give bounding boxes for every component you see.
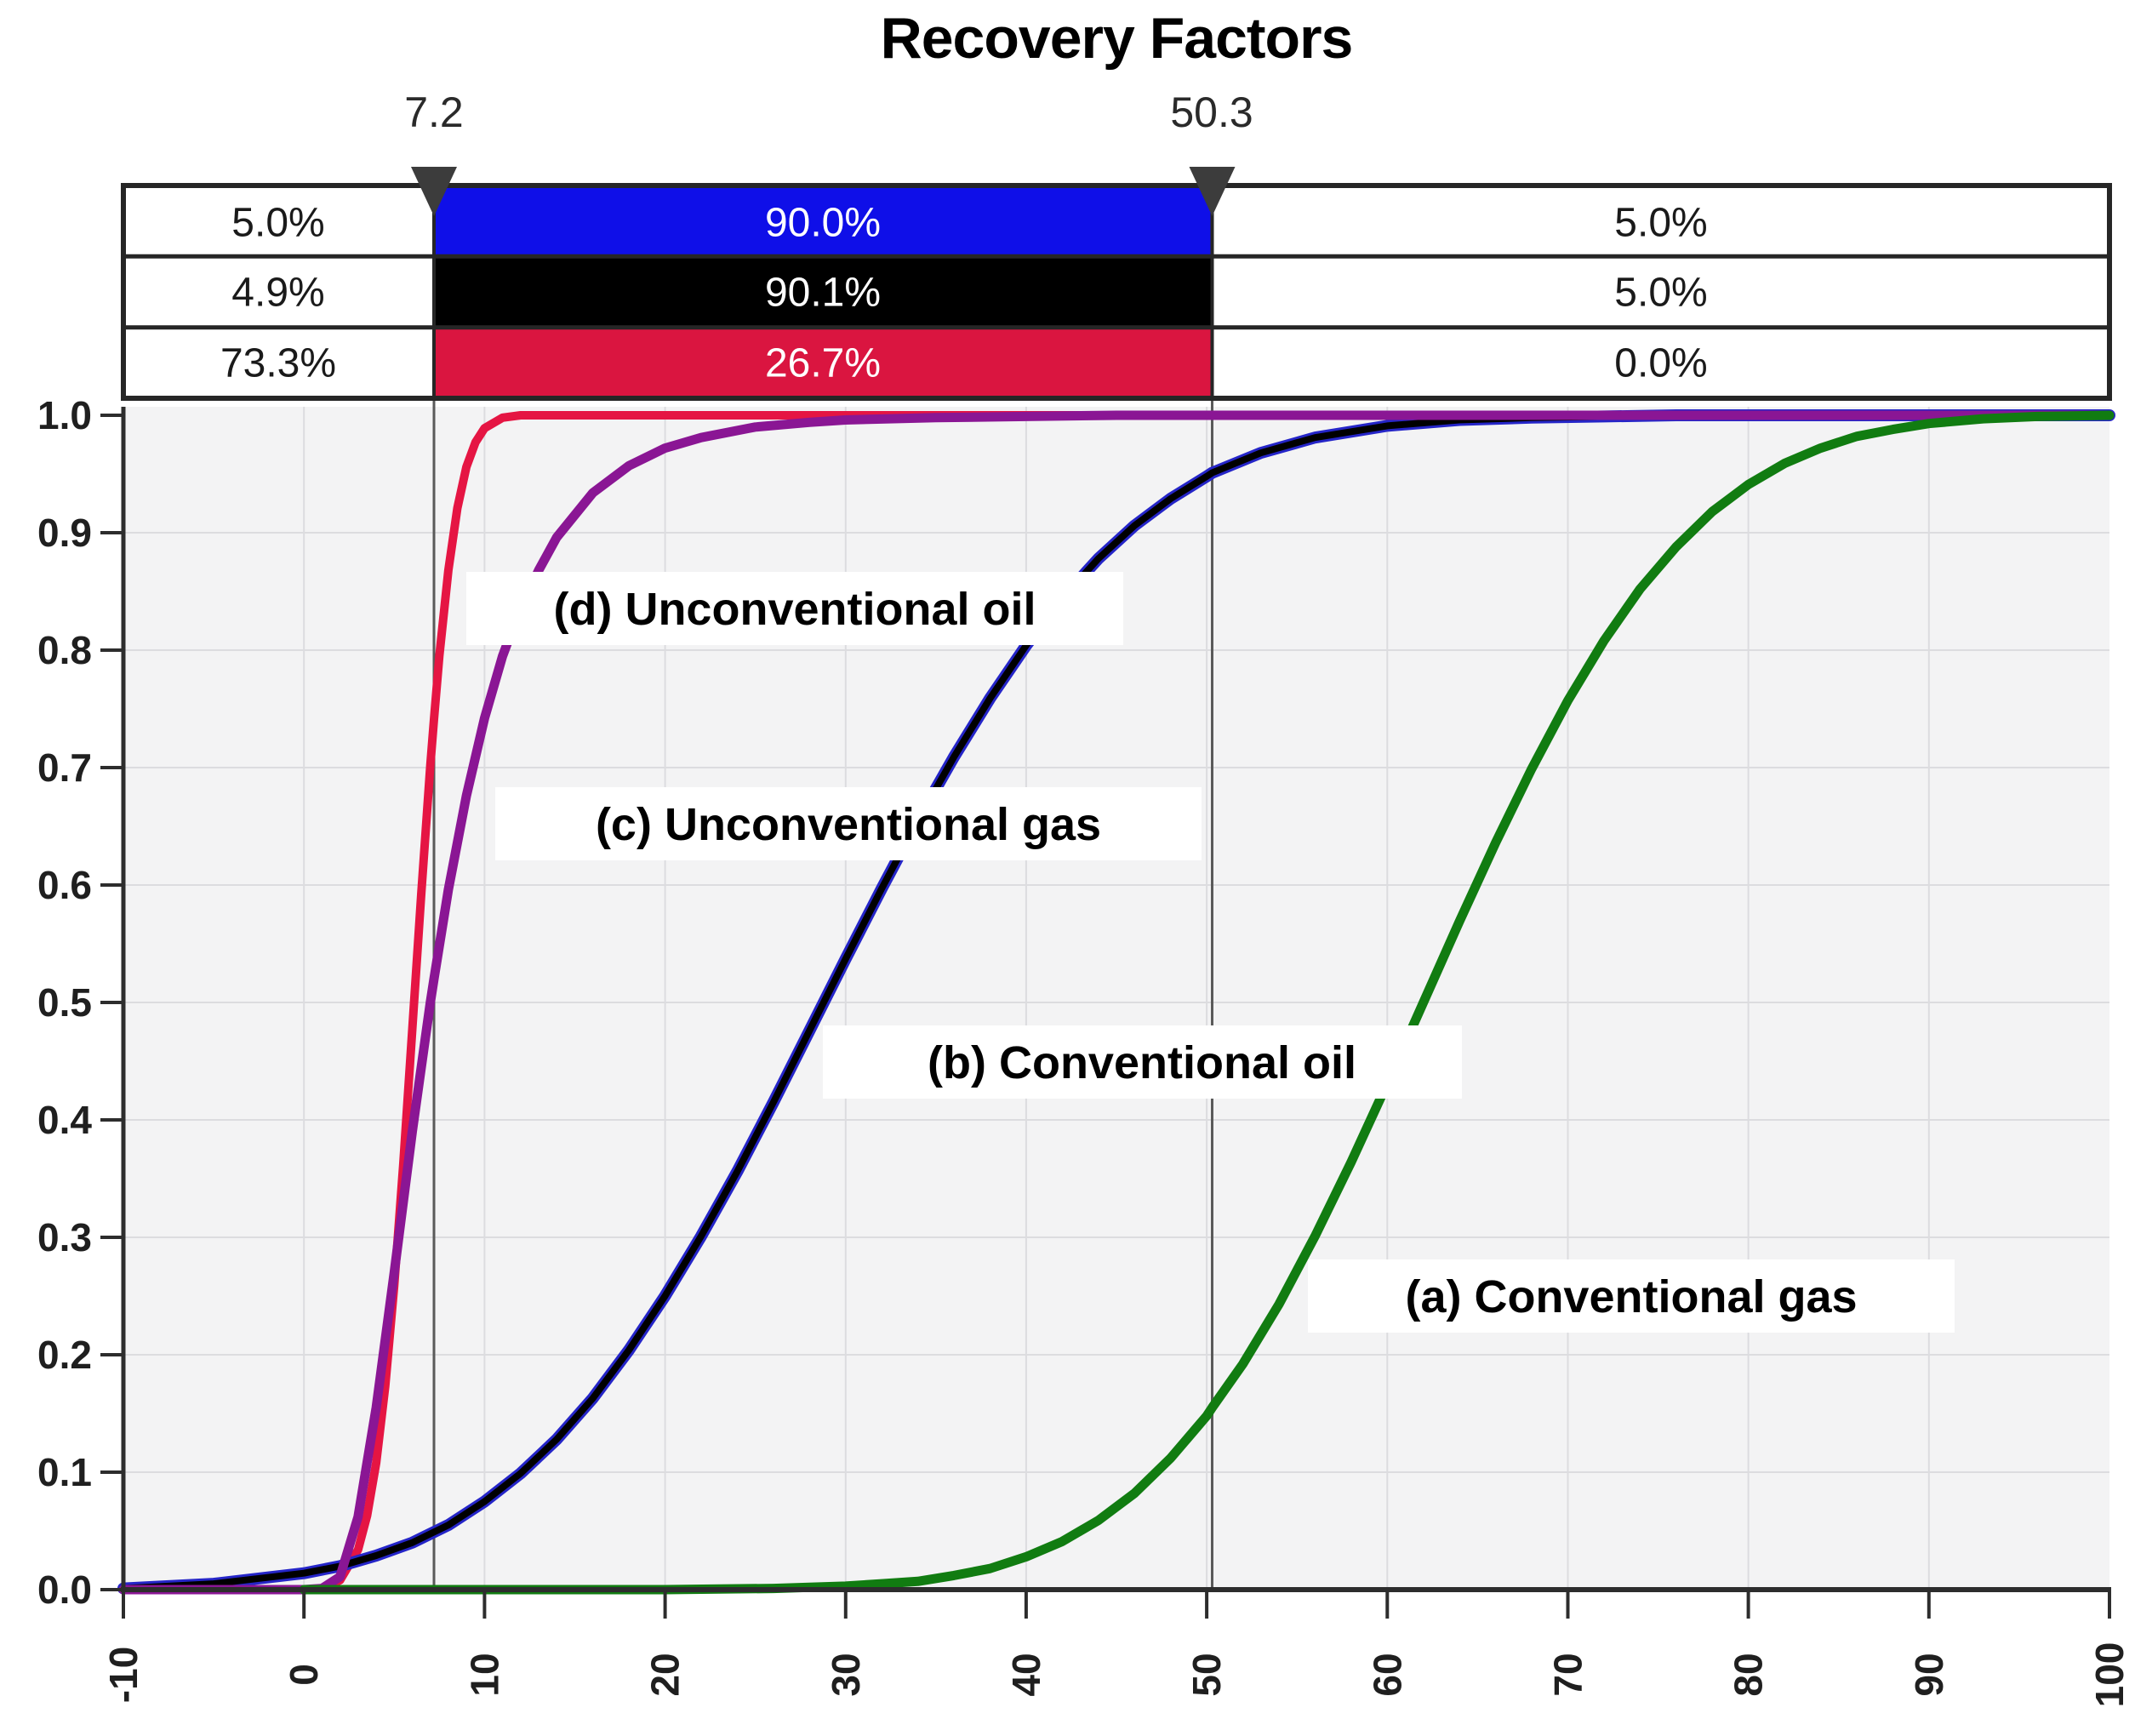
band-cell-blue — [434, 186, 1213, 257]
x-tick-label: 90 — [1907, 1653, 1951, 1696]
marker-triangle-right-icon[interactable] — [1189, 167, 1236, 216]
x-axis-labels: -10 0 10 20 30 40 50 60 70 80 90 100 — [101, 1642, 2132, 1708]
x-tick-label: 30 — [824, 1653, 868, 1696]
x-tick-label: 20 — [643, 1653, 688, 1696]
probability-band-table: 5.0% 90.0% 5.0% 4.9% 90.1% 5.0% 73.3% 26… — [121, 183, 2112, 401]
curve-labels: (d) Unconventional oil (c) Unconventiona… — [466, 572, 1955, 1333]
curve-label-unconventional-oil: (d) Unconventional oil — [554, 584, 1036, 635]
y-tick-label: 0.1 — [37, 1450, 92, 1494]
curve-conventional-oil — [120, 412, 2113, 1592]
axes — [100, 407, 2111, 1619]
curve-conventional-gas — [299, 410, 2115, 1595]
y-axis-labels: 0.0 0.1 0.2 0.3 0.4 0.5 0.6 0.7 0.8 0.9 … — [37, 393, 92, 1612]
y-tick-label: 0.5 — [37, 980, 92, 1025]
x-tick-label: 80 — [1727, 1653, 1771, 1696]
marker-triangle-left-icon[interactable] — [411, 167, 457, 216]
x-tick-label: 70 — [1546, 1653, 1590, 1696]
band-cell-black — [434, 256, 1213, 328]
marker-value-left: 7.2 — [404, 89, 464, 136]
band-right-value: 0.0% — [1614, 341, 1707, 386]
x-tick-label: 0 — [282, 1664, 326, 1686]
x-tick-label: 50 — [1185, 1653, 1229, 1696]
y-tick-label: 0.0 — [37, 1568, 92, 1612]
y-tick-label: 0.3 — [37, 1215, 92, 1259]
band-cell-red — [434, 327, 1213, 398]
x-tick-label: 10 — [462, 1653, 506, 1696]
marker-value-right: 50.3 — [1170, 89, 1253, 136]
curve-label-conventional-oil: (b) Conventional oil — [928, 1037, 1356, 1088]
band-table-borders — [121, 183, 2112, 401]
band-middle-value: 26.7% — [765, 341, 881, 386]
band-middle-value: 90.0% — [765, 201, 881, 246]
band-left-value: 5.0% — [231, 201, 324, 246]
y-tick-label: 0.7 — [37, 745, 92, 790]
band-left-value: 4.9% — [231, 271, 324, 316]
band-middle-value: 90.1% — [765, 271, 881, 316]
chart-title: Recovery Factors — [880, 6, 1354, 71]
y-tick-label: 0.2 — [37, 1333, 92, 1377]
curve-label-box — [1308, 1259, 1955, 1333]
x-tick-label: 40 — [1004, 1653, 1048, 1696]
y-tick-label: 0.9 — [37, 511, 92, 555]
band-right-value: 5.0% — [1614, 201, 1707, 246]
curve-label-box — [466, 572, 1123, 645]
curve-label-unconventional-gas: (c) Unconventional gas — [596, 799, 1101, 850]
band-left-value: 73.3% — [220, 341, 336, 386]
y-tick-label: 0.6 — [37, 863, 92, 907]
curve-label-box — [495, 787, 1202, 860]
curve-label-box — [823, 1025, 1462, 1099]
y-tick-label: 1.0 — [37, 393, 92, 437]
band-right-value: 5.0% — [1614, 271, 1707, 316]
x-tick-label: 60 — [1365, 1653, 1409, 1696]
y-tick-label: 0.4 — [37, 1098, 92, 1142]
x-tick-label: 100 — [2087, 1642, 2132, 1708]
curve-label-conventional-gas: (a) Conventional gas — [1405, 1271, 1857, 1322]
x-tick-label: -10 — [101, 1647, 146, 1703]
y-tick-label: 0.8 — [37, 628, 92, 672]
